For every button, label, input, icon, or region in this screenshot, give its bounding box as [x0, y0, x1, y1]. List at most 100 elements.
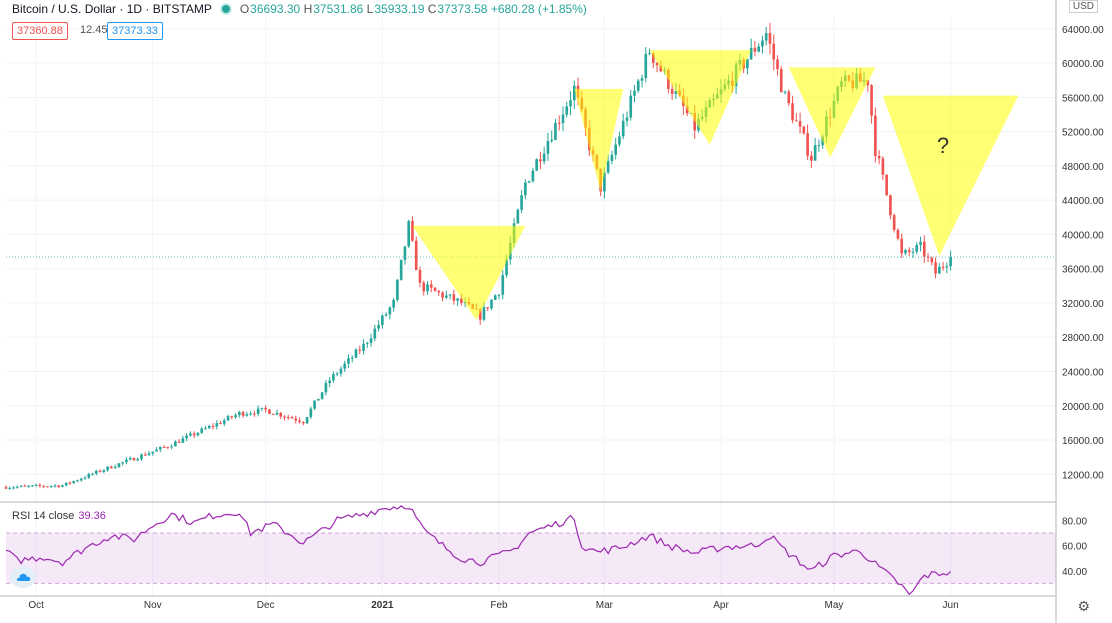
- candle-body: [426, 284, 429, 292]
- candle-body: [938, 266, 941, 274]
- price-tick-label: 64000.00: [1062, 25, 1104, 36]
- candle-body: [753, 47, 757, 52]
- candle-body: [674, 90, 678, 94]
- rsi-band: [6, 532, 1056, 584]
- candle-body: [324, 383, 328, 393]
- candle-body: [399, 259, 403, 280]
- candle-body: [501, 275, 505, 295]
- candle-body: [222, 420, 226, 424]
- open-label: O: [239, 2, 250, 16]
- candle-body: [870, 85, 873, 116]
- price-tick-label: 40000.00: [1062, 230, 1104, 241]
- candle-body: [949, 256, 952, 267]
- candle-body: [34, 484, 38, 486]
- candle-body: [226, 416, 230, 421]
- candle-body: [776, 59, 779, 70]
- time-tick-label: 2021: [371, 600, 394, 611]
- candle-body: [181, 438, 185, 443]
- candle-body: [49, 486, 53, 488]
- candle-body: [151, 451, 155, 454]
- candle-body: [117, 463, 121, 467]
- candle-body: [283, 416, 286, 418]
- candle-body: [384, 314, 388, 316]
- candle-body: [79, 478, 83, 481]
- candle-body: [147, 453, 151, 456]
- candle-body: [535, 159, 538, 171]
- candle-body: [305, 417, 309, 424]
- candle-body: [877, 155, 881, 159]
- time-tick-label: Apr: [713, 600, 729, 611]
- candle-body: [91, 473, 94, 475]
- candle-body: [456, 298, 459, 301]
- symbol-title[interactable]: Bitcoin / U.S. Dollar · 1D · BITSTAMP: [12, 2, 212, 16]
- gear-icon[interactable]: ⚙: [1077, 598, 1090, 614]
- candle-body: [418, 270, 422, 283]
- price-tick-label: 60000.00: [1062, 59, 1104, 70]
- candle-body: [915, 244, 919, 252]
- candle-body: [764, 33, 768, 41]
- candle-body: [896, 229, 900, 239]
- candle-body: [211, 426, 215, 428]
- candle-body: [919, 241, 922, 245]
- candle-body: [365, 342, 369, 344]
- candle-body: [542, 153, 546, 162]
- candle-body: [53, 485, 57, 487]
- candle-body: [158, 446, 162, 450]
- candle-body: [403, 246, 407, 260]
- rsi-legend: RSI 14 close 39.36: [12, 510, 106, 522]
- buy-price-box[interactable]: 37373.33: [107, 22, 163, 40]
- candle-body: [347, 358, 350, 364]
- sell-price-box[interactable]: 37360.88: [12, 22, 68, 40]
- currency-label[interactable]: USD: [1068, 0, 1098, 13]
- candle-body: [810, 155, 813, 161]
- price-tick-label: 36000.00: [1062, 265, 1104, 276]
- candle-body: [433, 287, 437, 292]
- candle-body: [268, 409, 271, 414]
- candle-body: [343, 363, 347, 369]
- candle-body: [448, 294, 452, 296]
- candle-body: [196, 432, 200, 436]
- candle-body: [64, 482, 68, 486]
- candle-body: [520, 195, 523, 210]
- candle-body: [388, 307, 392, 315]
- time-tick-label: Dec: [257, 600, 275, 611]
- candle-body: [204, 428, 207, 430]
- candle-body: [166, 447, 170, 449]
- candle-body: [128, 458, 132, 460]
- candle-body: [445, 295, 448, 298]
- price-tick-label: 20000.00: [1062, 402, 1104, 413]
- candle-body: [313, 400, 316, 409]
- candle-body: [606, 160, 610, 173]
- candle-body: [215, 423, 219, 427]
- candle-body: [271, 413, 275, 415]
- candle-body: [200, 428, 204, 433]
- candle-body: [926, 256, 930, 258]
- candle-body: [72, 481, 76, 484]
- candle-body: [497, 294, 501, 296]
- candle-body: [68, 482, 72, 484]
- candle-body: [798, 121, 802, 127]
- candle-body: [693, 113, 697, 131]
- pattern-triangle: [574, 88, 624, 192]
- candle-body: [113, 466, 117, 469]
- candle-body: [396, 279, 399, 300]
- candle-body: [565, 106, 569, 115]
- candle-body: [889, 195, 892, 216]
- candle-body: [328, 380, 331, 384]
- pattern-triangle: [882, 95, 1019, 256]
- candle-body: [219, 423, 222, 425]
- candle-body: [922, 241, 926, 257]
- price-tick-label: 12000.00: [1062, 470, 1104, 481]
- low-label: L: [366, 2, 374, 16]
- low-value: 35933.19: [374, 2, 425, 16]
- candle-body: [275, 412, 279, 415]
- candle-body: [350, 357, 354, 359]
- cloud-icon[interactable]: [10, 566, 36, 588]
- candle-body: [490, 299, 493, 309]
- candle-body: [317, 398, 320, 401]
- candle-body: [185, 435, 188, 439]
- candle-body: [934, 262, 937, 274]
- candle-body: [241, 412, 245, 416]
